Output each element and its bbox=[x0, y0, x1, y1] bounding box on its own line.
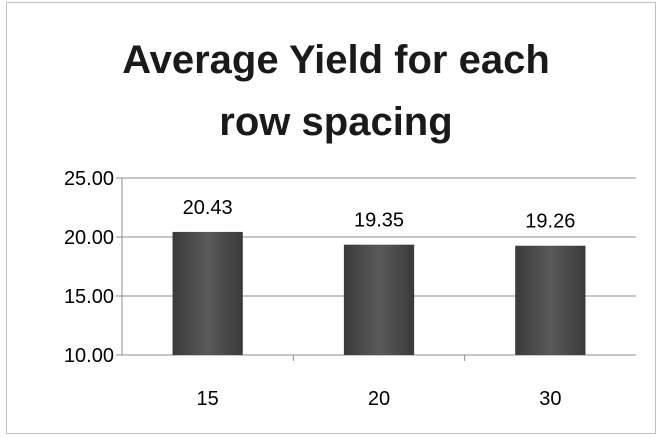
y-tick-label: 20.00 bbox=[64, 227, 114, 249]
bar-20 bbox=[343, 244, 415, 355]
data-label-15: 20.43 bbox=[183, 197, 233, 219]
data-label-30: 19.26 bbox=[525, 211, 575, 233]
x-tick-label-15: 15 bbox=[197, 388, 219, 410]
bar-30 bbox=[515, 245, 586, 355]
x-tick-label-20: 20 bbox=[368, 388, 390, 410]
x-tick-label-30: 30 bbox=[539, 388, 561, 410]
y-tick-label: 15.00 bbox=[64, 286, 114, 308]
chart-title-line-1: Average Yield for each bbox=[122, 38, 550, 82]
y-tick-label: 25.00 bbox=[64, 168, 114, 190]
labels: 10.00 15.00 20.00 25.00 20.43 15 19.35 20 19.26 3… bbox=[64, 168, 575, 410]
y-tick-label: 10.00 bbox=[64, 345, 114, 367]
bar-15 bbox=[172, 231, 243, 355]
data-label-20: 19.35 bbox=[354, 210, 404, 232]
chart-title-line-2: row spacing bbox=[219, 100, 452, 144]
chart-frame bbox=[6, 2, 656, 434]
bars bbox=[172, 231, 586, 355]
